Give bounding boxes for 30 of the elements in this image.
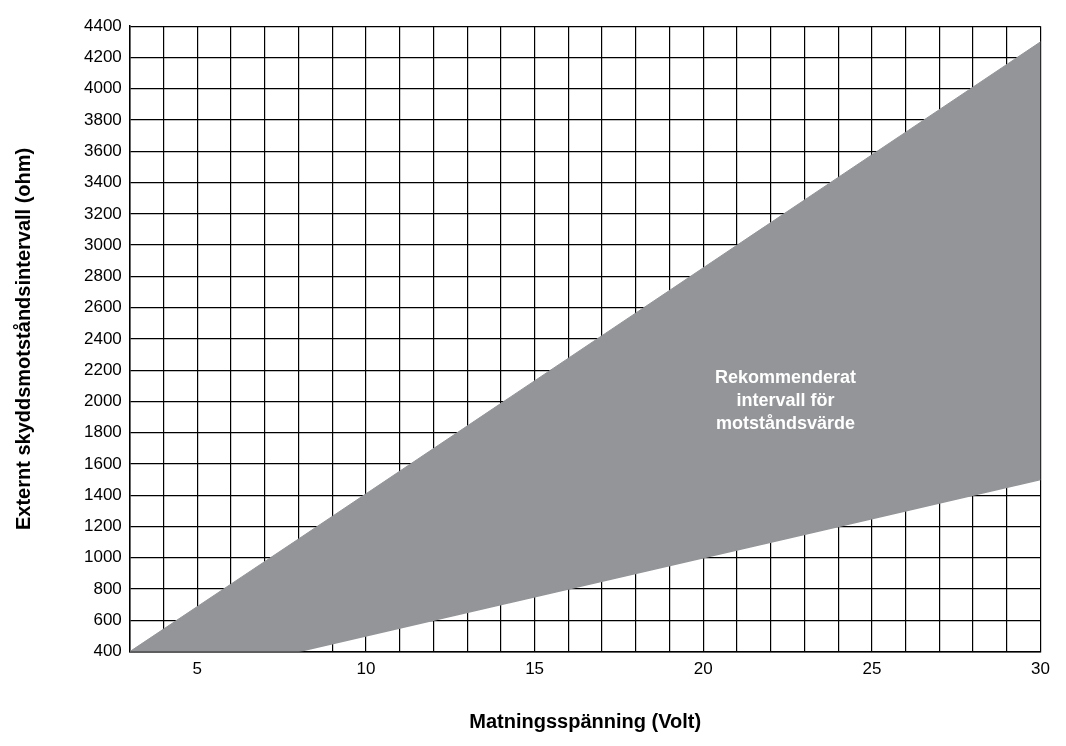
y-tick-label: 1800: [83, 422, 122, 442]
y-tick-label: 1400: [83, 484, 122, 504]
y-tick-label: 2600: [83, 297, 122, 317]
y-tick-label: 4200: [83, 47, 122, 67]
y-tick-label: 3800: [83, 109, 122, 129]
y-tick-label: 3600: [83, 140, 122, 160]
annotation: Rekommenderat intervall för motståndsvärde: [715, 367, 857, 434]
y-tick-label: 800: [93, 578, 122, 598]
y-tick-label: 2200: [83, 359, 122, 379]
y-axis-title: Externt skyddsmotståndsintervall (ohm): [11, 147, 34, 531]
y-tick-label: 3000: [83, 234, 122, 254]
x-tick-label: 30: [1031, 659, 1051, 679]
x-tick-label: 25: [862, 659, 882, 679]
y-tick-label: 2400: [83, 328, 122, 348]
y-tick-label: 2000: [83, 391, 122, 411]
x-tick-label: 5: [192, 659, 203, 679]
x-axis-title: Matningsspänning (Volt): [469, 709, 702, 732]
y-tick-label: 4000: [83, 78, 122, 98]
y-tick-label: 1000: [83, 547, 122, 567]
x-tick-label: 10: [356, 659, 376, 679]
y-tick-label: 2800: [83, 266, 122, 286]
y-tick-label: 400: [93, 641, 122, 661]
x-tick-label: 15: [525, 659, 545, 679]
y-tick-label: 1600: [83, 453, 122, 473]
x-tick-label: 20: [693, 659, 713, 679]
y-tick-label: 3200: [83, 203, 122, 223]
y-tick-label: 600: [93, 610, 122, 630]
y-tick-label: 3400: [83, 172, 122, 192]
y-tick-label: 1200: [83, 516, 122, 536]
y-tick-label: 4400: [83, 15, 122, 35]
